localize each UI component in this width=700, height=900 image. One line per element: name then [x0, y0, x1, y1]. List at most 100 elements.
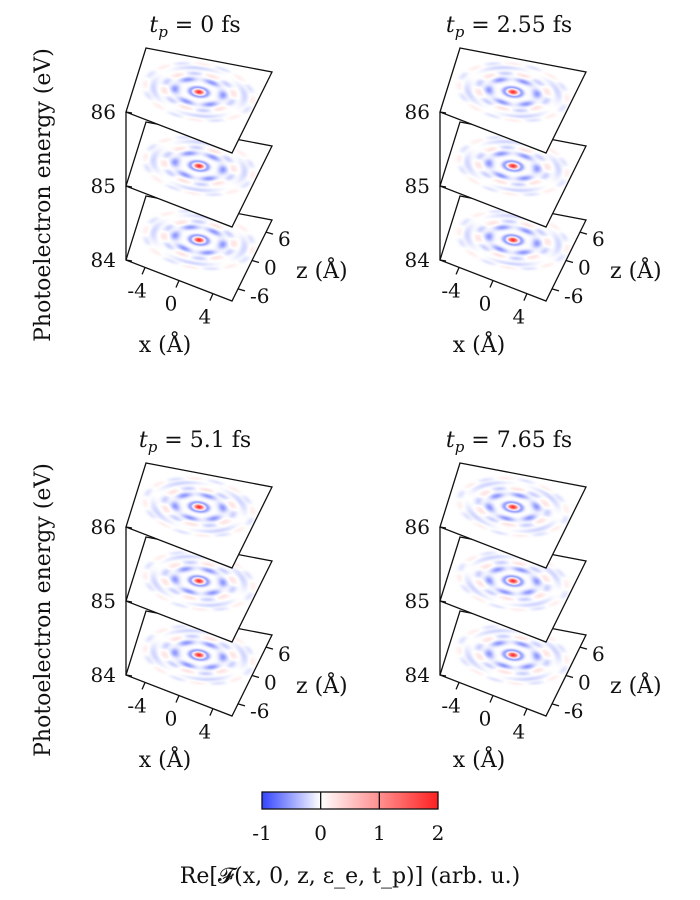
- z-tick-label: 6: [278, 642, 291, 666]
- x-tick: [455, 682, 460, 690]
- z-tick: [237, 703, 246, 707]
- colorbar-tick-label: 2: [432, 821, 445, 845]
- z-tick-label: -6: [250, 284, 269, 308]
- z-tick-label: 6: [278, 227, 291, 251]
- x-tick: [141, 267, 146, 275]
- energy-plane-86: [125, 47, 273, 154]
- x-tick: [209, 293, 214, 301]
- energy-tick-label: 84: [405, 248, 430, 272]
- energy-tick-label: 85: [91, 174, 116, 198]
- x-tick-label: 4: [513, 305, 526, 329]
- x-tick-label: -4: [127, 693, 146, 717]
- colorbar-tick-label: -1: [252, 821, 271, 845]
- z-tick: [237, 288, 246, 292]
- colorbar: -1 0 1 2 Re[𝓕(x, 0, z, ε_e, t_p)] (arb. u.): [180, 791, 520, 889]
- x-tick: [209, 708, 214, 716]
- x-tick-label: -4: [441, 693, 460, 717]
- energy-tick: [125, 526, 133, 529]
- energy-tick: [439, 111, 447, 114]
- z-tick-label: 0: [578, 256, 591, 280]
- z-tick: [565, 674, 574, 679]
- energy-tick-label: 85: [91, 589, 116, 613]
- z-axis-label: z (Å): [296, 671, 348, 699]
- energy-tick: [125, 600, 133, 603]
- z-tick: [551, 288, 560, 292]
- x-axis-label: x (Å): [139, 330, 191, 358]
- energy-tick: [125, 185, 133, 188]
- energy-tick-label: 86: [405, 515, 430, 539]
- z-axis-label: z (Å): [610, 671, 662, 699]
- energy-tick: [439, 526, 447, 529]
- x-tick: [523, 293, 528, 301]
- x-tick-label: 4: [513, 720, 526, 744]
- z-tick: [551, 703, 560, 707]
- energy-axis-label: Photoelectron energy (eV): [31, 463, 56, 757]
- z-tick: [579, 646, 588, 650]
- z-tick-label: -6: [564, 699, 583, 723]
- z-tick: [265, 231, 274, 235]
- energy-tick: [439, 674, 447, 677]
- panel-title: tp = 5.1 fs: [139, 428, 251, 456]
- z-tick-label: 0: [264, 671, 277, 695]
- z-tick-label: -6: [250, 699, 269, 723]
- z-tick: [251, 259, 260, 264]
- x-tick-label: -4: [441, 278, 460, 302]
- energy-tick-label: 85: [405, 589, 430, 613]
- z-tick-label: 6: [592, 642, 605, 666]
- colorbar-label: Re[𝓕(x, 0, z, ε_e, t_p)] (arb. u.): [180, 864, 520, 889]
- x-tick-label: 4: [199, 720, 212, 744]
- x-tick-label: -4: [127, 278, 146, 302]
- energy-tick: [439, 259, 447, 262]
- energy-tick: [125, 111, 133, 114]
- panel-title: tp = 2.55 fs: [446, 13, 572, 41]
- z-tick-label: 6: [592, 227, 605, 251]
- colorbar-tick-label: 0: [314, 821, 327, 845]
- x-tick: [141, 682, 146, 690]
- z-tick-label: -6: [564, 284, 583, 308]
- energy-tick-label: 86: [91, 515, 116, 539]
- x-tick: [175, 280, 180, 288]
- energy-tick-label: 84: [405, 663, 430, 687]
- plane-frame: [125, 462, 273, 569]
- z-axis-label: z (Å): [296, 256, 348, 284]
- x-axis-label: x (Å): [453, 745, 505, 773]
- x-tick: [175, 695, 180, 703]
- panel-title: tp = 7.65 fs: [446, 428, 572, 456]
- energy-tick: [439, 185, 447, 188]
- z-tick: [251, 674, 260, 679]
- z-tick-label: 0: [264, 256, 277, 280]
- plane-frame: [439, 462, 587, 569]
- energy-tick-label: 86: [91, 100, 116, 124]
- x-axis-label: x (Å): [139, 745, 191, 773]
- z-axis-label: z (Å): [610, 256, 662, 284]
- plane-frame: [439, 47, 587, 154]
- x-tick-label: 4: [199, 305, 212, 329]
- x-tick: [489, 280, 494, 288]
- energy-tick-label: 86: [405, 100, 430, 124]
- x-axis-label: x (Å): [453, 330, 505, 358]
- colorbar-gradient: [261, 791, 439, 810]
- z-tick: [265, 646, 274, 650]
- energy-tick: [125, 674, 133, 677]
- x-tick-label: 0: [479, 707, 492, 731]
- energy-tick-label: 85: [405, 174, 430, 198]
- plane-frame: [125, 47, 273, 154]
- x-tick: [523, 708, 528, 716]
- x-tick-label: 0: [165, 707, 178, 731]
- energy-axis-label: Photoelectron energy (eV): [31, 48, 56, 342]
- energy-tick: [125, 259, 133, 262]
- panel-title: tp = 0 fs: [149, 13, 240, 41]
- x-tick: [489, 695, 494, 703]
- energy-tick-label: 84: [91, 248, 116, 272]
- colorbar-tick-label: 1: [373, 821, 386, 845]
- z-tick: [565, 259, 574, 264]
- energy-tick-label: 84: [91, 663, 116, 687]
- z-tick: [579, 231, 588, 235]
- energy-tick: [439, 600, 447, 603]
